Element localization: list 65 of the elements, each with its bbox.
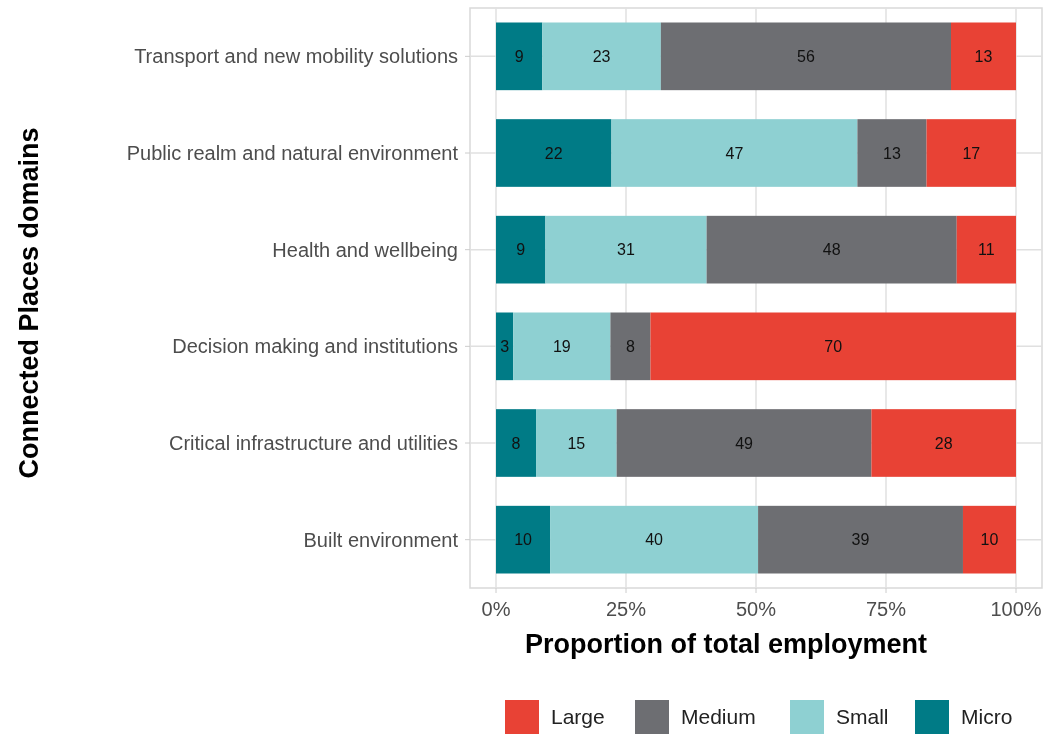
bar: [706, 215, 957, 284]
y-tick-label: Transport and new mobility solutions: [134, 45, 458, 68]
data-label: 47: [725, 144, 744, 162]
bar: [758, 505, 963, 574]
x-tick-label: 0%: [481, 598, 511, 620]
bar: [513, 312, 611, 381]
data-label: 17: [962, 144, 981, 162]
data-label: 3: [500, 337, 510, 355]
data-label: 9: [516, 241, 526, 259]
bar: [496, 215, 546, 284]
bar: [545, 215, 707, 284]
data-label: 39: [851, 531, 870, 549]
y-tick-label: Health and wellbeing: [272, 238, 458, 261]
data-label: 48: [822, 241, 841, 259]
data-label: 11: [978, 241, 995, 259]
data-label: 10: [514, 531, 533, 549]
x-tick-label: 75%: [865, 598, 907, 620]
bar: [542, 22, 661, 91]
data-label: 13: [883, 144, 901, 162]
y-tick-label: Built environment: [303, 528, 459, 551]
data-label: 8: [511, 434, 521, 452]
bar: [496, 22, 543, 91]
data-label: 9: [514, 47, 524, 65]
x-axis-title: Proportion of total employment: [525, 629, 927, 659]
data-label: 56: [797, 47, 815, 65]
bar: [550, 505, 759, 574]
bar: [926, 119, 1016, 187]
legend-label: Medium: [681, 705, 756, 729]
bar: [496, 409, 537, 477]
x-tick-label: 100%: [990, 598, 1042, 620]
y-tick-label: Public realm and natural environment: [126, 142, 459, 164]
legend-label: Small: [836, 705, 889, 729]
bar: [616, 409, 872, 477]
bar: [956, 215, 1016, 284]
x-tick-label: 50%: [735, 598, 777, 620]
bar: [496, 312, 514, 381]
legend-label: Large: [551, 705, 605, 729]
bar: [857, 119, 927, 187]
legend-label: Micro: [961, 705, 1013, 729]
bar: [660, 22, 951, 91]
y-axis-title: Connected Places domains: [14, 127, 44, 479]
bar: [650, 312, 1016, 381]
data-label: 70: [824, 337, 843, 355]
data-label: 40: [645, 531, 664, 549]
data-label: 31: [617, 241, 635, 259]
data-label: 13: [974, 47, 993, 65]
bar: [536, 409, 617, 477]
bar: [610, 312, 651, 381]
y-tick-label: Critical infrastructure and utilities: [169, 432, 458, 454]
bar: [951, 22, 1016, 91]
x-tick-label: 25%: [605, 598, 647, 620]
bar: [611, 119, 858, 187]
data-label: 8: [625, 337, 635, 355]
bar: [871, 409, 1016, 477]
data-label: 10: [980, 531, 999, 549]
data-label: 28: [934, 434, 953, 452]
data-label: 15: [567, 434, 586, 452]
y-tick-label: Decision making and institutions: [172, 335, 458, 358]
bar: [962, 505, 1016, 574]
data-label: 23: [592, 47, 611, 65]
data-label: 19: [552, 337, 571, 355]
data-label: 49: [735, 434, 754, 452]
data-label: 22: [544, 144, 563, 162]
bar: [496, 505, 551, 574]
bar: [496, 119, 612, 187]
